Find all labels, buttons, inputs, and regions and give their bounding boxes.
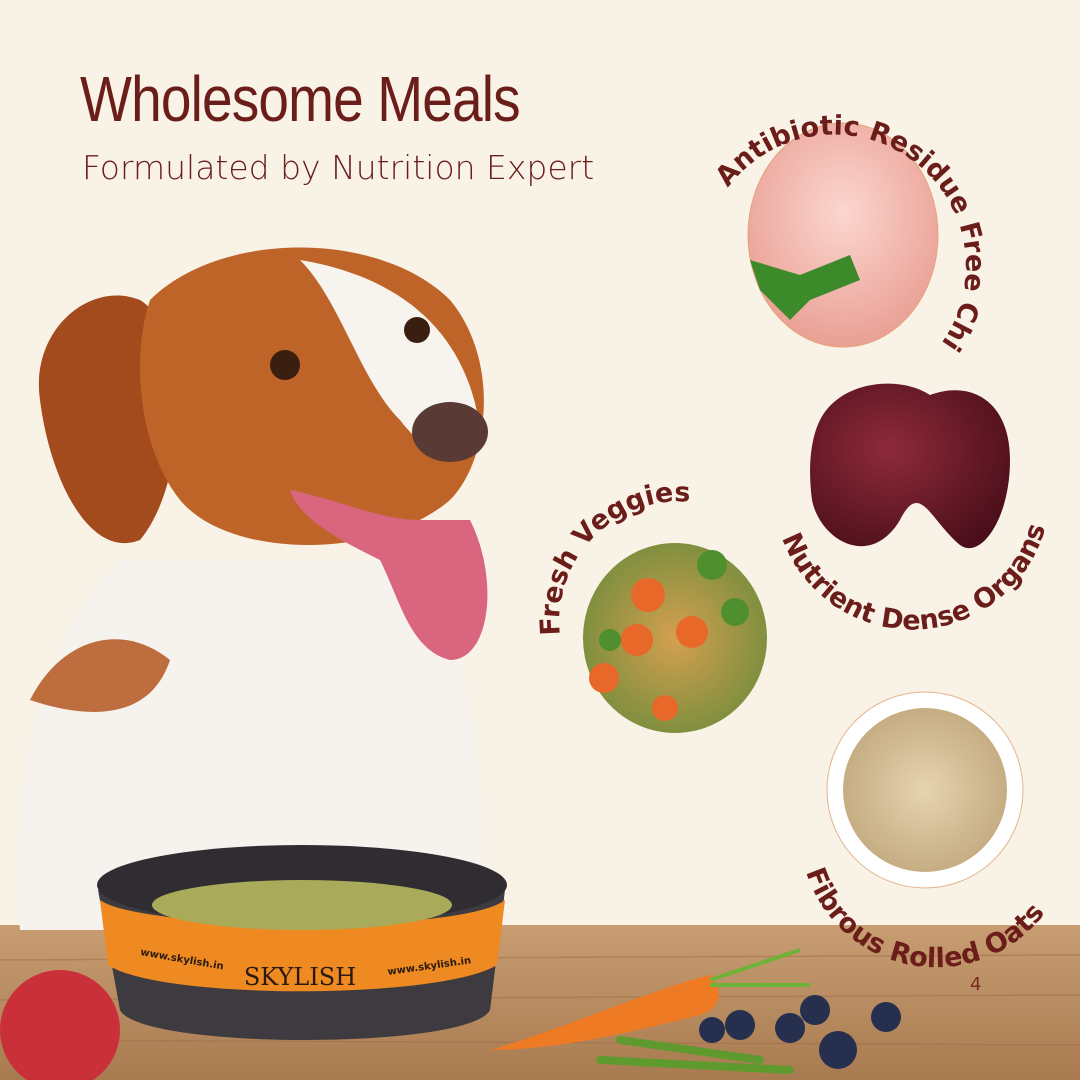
food-bowl-image: SKYLISH www.skylish.in www.skylish.in <box>97 845 507 1040</box>
page-subtitle: Formulated by Nutrition Expert <box>82 148 595 187</box>
blueberries-image <box>699 995 901 1069</box>
oats-bowl-image <box>843 708 1007 872</box>
liver-image <box>810 383 1010 549</box>
vegetables-image <box>583 543 767 733</box>
carrot-image <box>490 975 719 1050</box>
bowl-brand: SKYLISH <box>244 963 356 991</box>
ingredient-label-organs: Nutrient Dense Organs <box>775 520 1052 637</box>
apple-image <box>0 970 120 1080</box>
page-number: 4 <box>970 974 982 995</box>
dog-image <box>18 247 488 930</box>
page-title: Wholesome Meals <box>80 63 521 135</box>
